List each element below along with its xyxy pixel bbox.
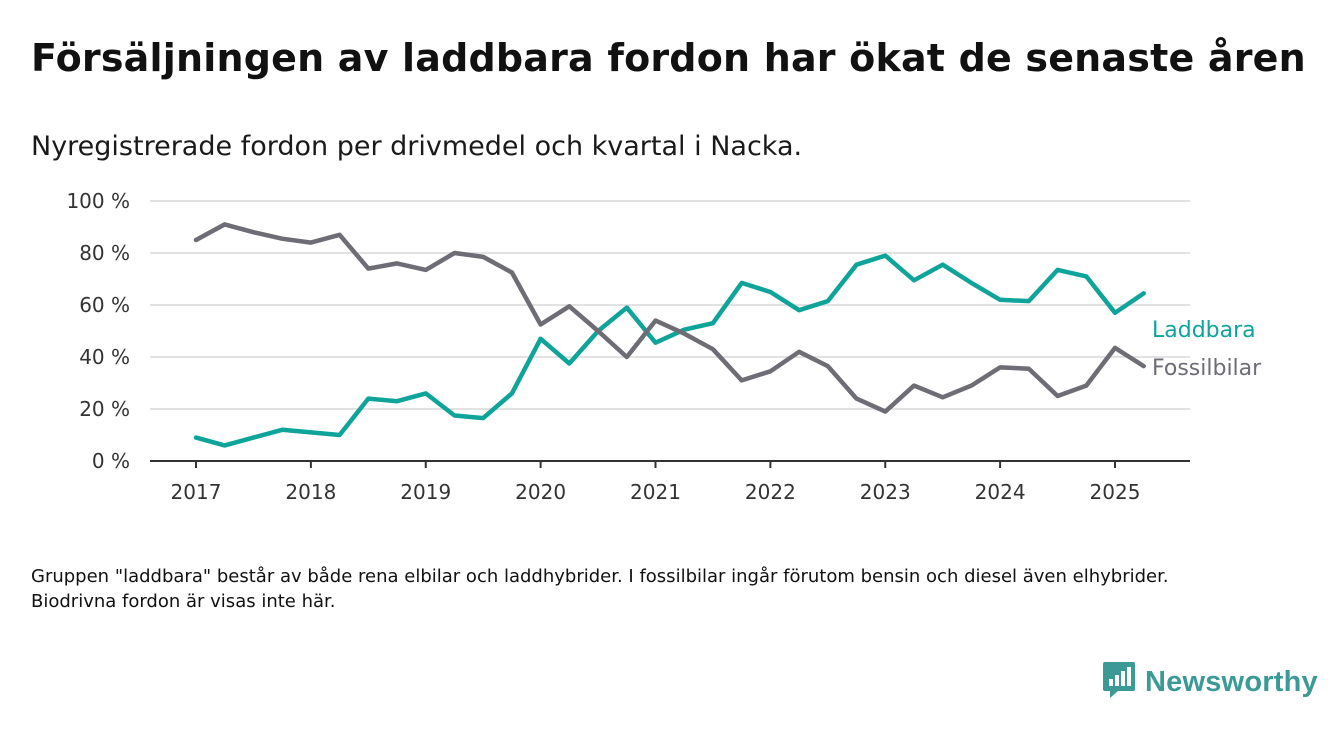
- x-tick-label: 2022: [745, 480, 796, 504]
- series-label-fossilbilar: Fossilbilar: [1152, 356, 1262, 381]
- y-tick-label: 100 %: [66, 189, 130, 213]
- grid-lines: [150, 200, 1190, 410]
- chart-title: Försäljningen av laddbara fordon har öka…: [31, 36, 1306, 80]
- x-tick-label: 2024: [975, 480, 1026, 504]
- newsworthy-logo-text: Newsworthy: [1145, 665, 1318, 698]
- x-tick-label: 2019: [400, 480, 451, 504]
- x-tick-label: 2017: [171, 480, 222, 504]
- y-tick-label: 0 %: [92, 449, 130, 473]
- line-chart: 0 % 20 % 40 % 60 % 80 % 100 % 2017 2018 2019 202…: [66, 189, 1262, 504]
- series-line-fossilbilar: [193, 222, 1146, 414]
- series-labels: Laddbara Fossilbilar: [1152, 318, 1262, 381]
- newsworthy-logo: Newsworthy: [1102, 662, 1318, 702]
- x-tick-label: 2018: [285, 480, 336, 504]
- y-tick-label: 60 %: [79, 293, 130, 317]
- y-tick-label: 20 %: [79, 397, 130, 421]
- y-tick-label: 40 %: [79, 345, 130, 369]
- newsworthy-logo-icon: [1102, 660, 1136, 704]
- x-tick-label: 2025: [1090, 480, 1141, 504]
- x-axis-ticks: 2017 2018 2019 2020 2021 2022 2023 2024 2025: [171, 461, 1141, 504]
- footnote: Gruppen "laddbara" består av både rena e…: [31, 566, 1169, 612]
- x-tick-label: 2020: [515, 480, 566, 504]
- x-tick-label: 2023: [860, 480, 911, 504]
- y-axis-ticks: 0 % 20 % 40 % 60 % 80 % 100 %: [66, 189, 130, 473]
- y-tick-label: 80 %: [79, 241, 130, 265]
- series-line-laddbara: [193, 253, 1146, 448]
- series-lines: [193, 222, 1146, 448]
- x-tick-label: 2021: [630, 480, 681, 504]
- chart-subtitle: Nyregistrerade fordon per drivmedel och …: [31, 131, 803, 162]
- series-label-laddbara: Laddbara: [1152, 318, 1256, 343]
